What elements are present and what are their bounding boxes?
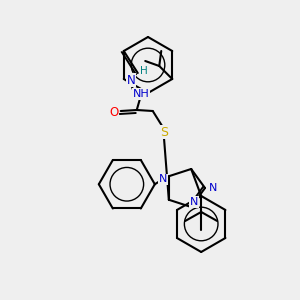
Text: N: N (209, 183, 217, 193)
Text: H: H (140, 66, 148, 76)
Text: N: N (159, 174, 167, 184)
Text: N: N (126, 74, 135, 86)
Text: NH: NH (132, 89, 149, 99)
Text: S: S (160, 125, 168, 139)
Text: N: N (190, 197, 198, 207)
Text: O: O (109, 106, 119, 119)
